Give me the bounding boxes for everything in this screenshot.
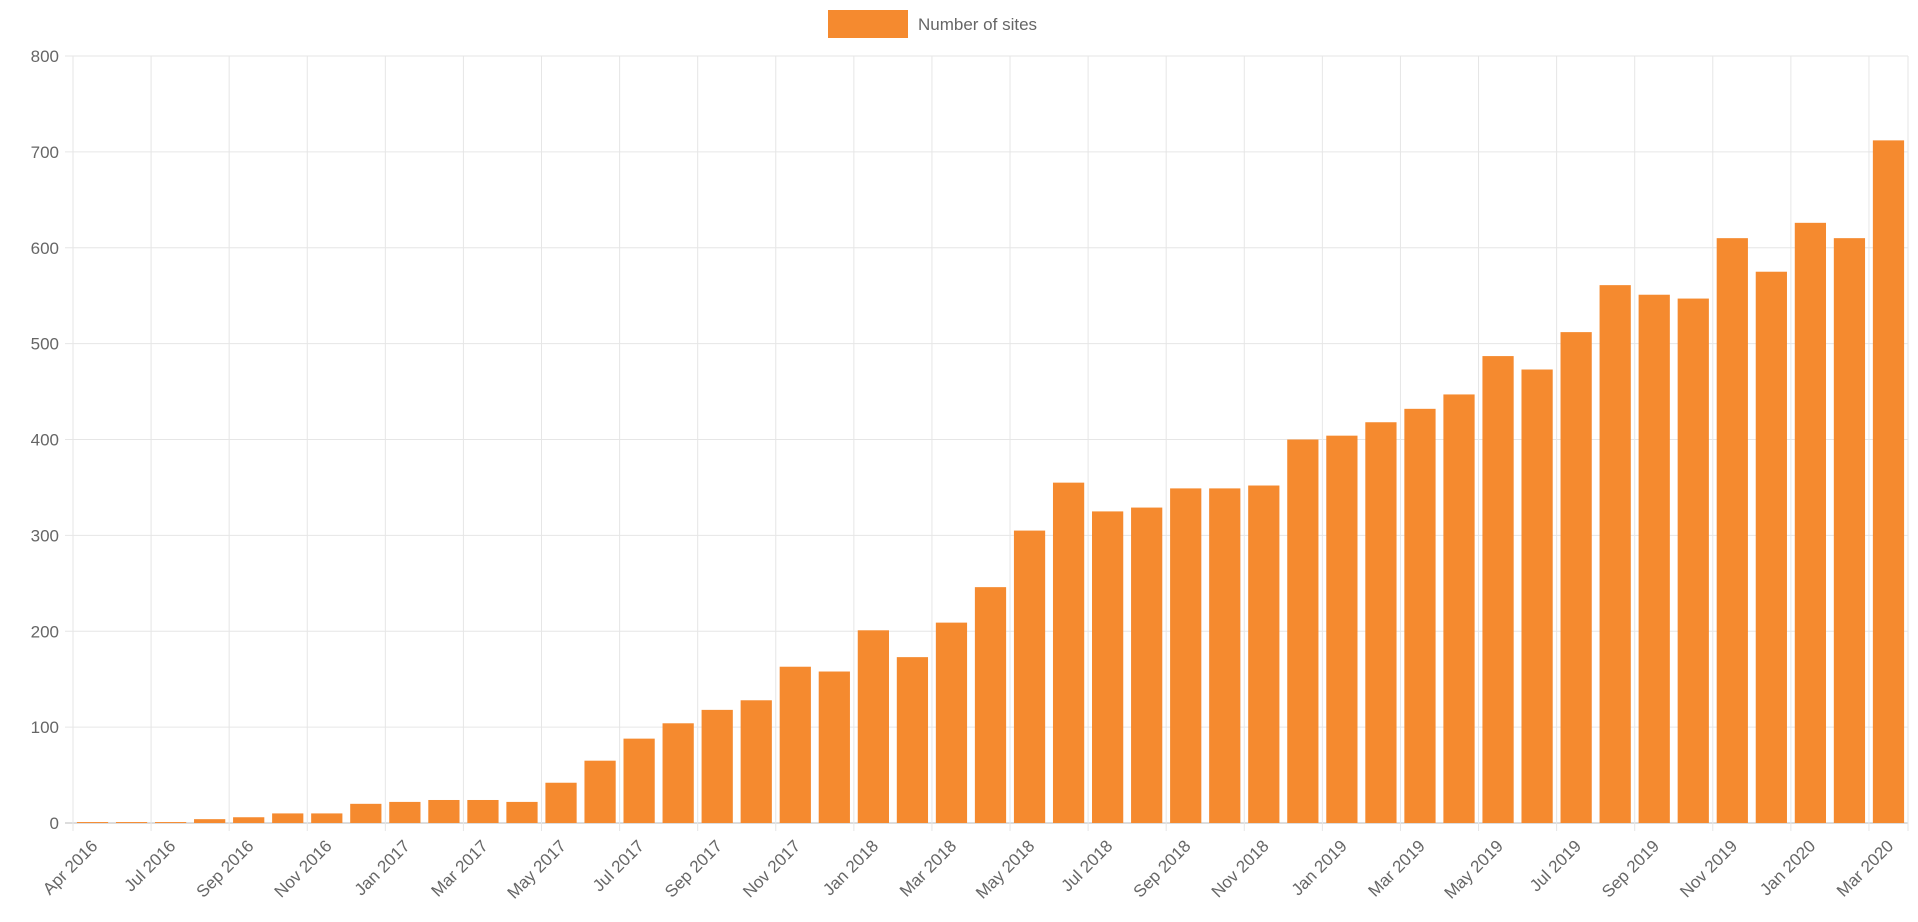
bar xyxy=(1677,298,1709,824)
bar xyxy=(1482,356,1514,823)
x-tick-label: Nov 2018 xyxy=(1208,836,1273,901)
bar xyxy=(545,782,577,823)
bar xyxy=(76,822,109,823)
bar xyxy=(779,666,811,823)
bar xyxy=(154,822,187,823)
bar xyxy=(1248,485,1280,823)
bar xyxy=(1560,332,1592,823)
bar xyxy=(1052,482,1085,823)
x-tick-label: Jul 2017 xyxy=(589,836,648,895)
x-tick-label: Jul 2016 xyxy=(121,836,180,895)
y-tick-label: 300 xyxy=(31,526,59,545)
x-tick-label: Sep 2016 xyxy=(193,836,258,901)
x-tick-label: May 2018 xyxy=(972,836,1038,902)
bar xyxy=(623,738,655,823)
bar xyxy=(1833,238,1866,824)
bar xyxy=(935,622,968,823)
bar xyxy=(115,822,148,823)
x-tick-label: Jul 2019 xyxy=(1526,836,1585,895)
bar xyxy=(740,700,772,823)
bar xyxy=(506,801,538,823)
bar xyxy=(701,709,733,823)
bar xyxy=(350,803,382,823)
bar xyxy=(1013,530,1046,823)
bar xyxy=(896,657,929,823)
y-tick-label: 400 xyxy=(31,431,59,450)
x-tick-label: May 2019 xyxy=(1441,836,1507,902)
x-tick-label: Sep 2019 xyxy=(1598,836,1663,901)
bar xyxy=(1170,488,1202,823)
y-tick-label: 700 xyxy=(31,143,59,162)
bar xyxy=(194,819,226,823)
x-tick-label: Sep 2017 xyxy=(661,836,726,901)
bar xyxy=(1209,488,1241,823)
bar xyxy=(857,630,889,823)
bar xyxy=(467,799,499,823)
y-tick-label: 200 xyxy=(31,622,59,641)
x-tick-label: Nov 2017 xyxy=(739,836,804,901)
y-tick-label: 800 xyxy=(31,47,59,66)
bar xyxy=(1755,271,1787,823)
bar xyxy=(1794,222,1827,823)
bar xyxy=(1872,140,1905,823)
x-tick-label: Sep 2018 xyxy=(1130,836,1195,901)
bar xyxy=(1326,435,1358,823)
y-tick-label: 600 xyxy=(31,239,59,258)
legend-label: Number of sites xyxy=(918,15,1037,34)
bar xyxy=(1365,422,1397,823)
bar xyxy=(1092,511,1124,823)
x-tick-label: Jan 2019 xyxy=(1288,836,1351,899)
bar xyxy=(389,801,421,823)
bar xyxy=(428,799,460,823)
x-tick-label: Mar 2018 xyxy=(896,836,960,900)
y-tick-label: 500 xyxy=(31,335,59,354)
x-tick-label: Nov 2019 xyxy=(1676,836,1741,901)
x-tick-label: Jan 2020 xyxy=(1756,836,1819,899)
x-tick-label: Nov 2016 xyxy=(271,836,336,901)
bar xyxy=(233,817,265,823)
bar xyxy=(1638,294,1670,823)
y-tick-label: 0 xyxy=(50,814,59,833)
x-tick-label: Jan 2018 xyxy=(819,836,882,899)
x-tick-label: Mar 2020 xyxy=(1833,836,1897,900)
x-tick-label: Mar 2019 xyxy=(1365,836,1429,900)
bar xyxy=(974,587,1007,823)
bar xyxy=(662,723,694,823)
bar xyxy=(311,813,343,823)
y-tick-label: 100 xyxy=(31,718,59,737)
bar xyxy=(272,813,304,823)
x-tick-label: Mar 2017 xyxy=(428,836,492,900)
legend-swatch xyxy=(828,10,908,38)
bar xyxy=(1521,369,1553,823)
x-tick-label: Apr 2016 xyxy=(39,836,101,898)
x-tick-label: Jul 2018 xyxy=(1058,836,1117,895)
bar xyxy=(1716,238,1748,824)
bar xyxy=(818,671,850,823)
bar xyxy=(1131,507,1163,823)
bar xyxy=(584,760,616,823)
x-tick-label: May 2017 xyxy=(504,836,570,902)
bar xyxy=(1404,408,1436,823)
bar xyxy=(1443,394,1475,823)
bar xyxy=(1599,285,1631,823)
x-tick-label: Jan 2017 xyxy=(351,836,414,899)
bar xyxy=(1287,439,1319,823)
